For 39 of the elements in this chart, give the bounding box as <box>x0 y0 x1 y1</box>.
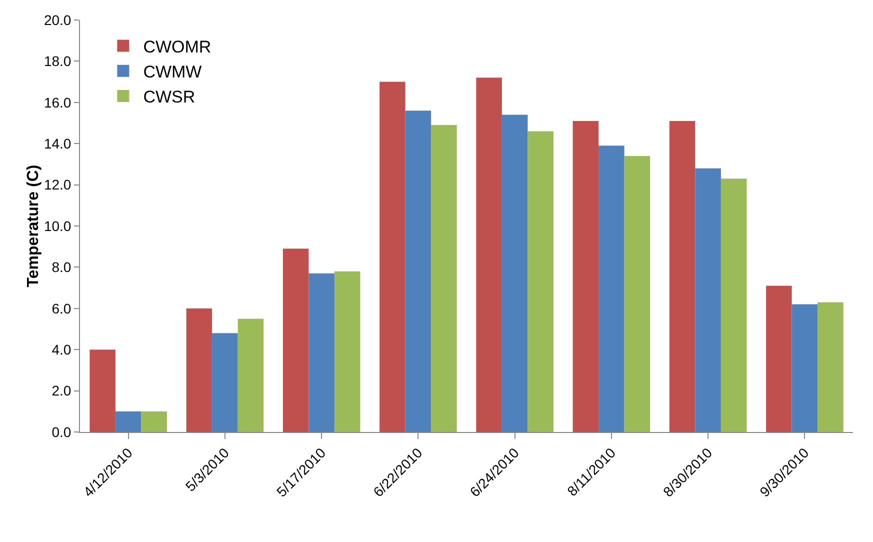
bar <box>380 82 406 432</box>
bar <box>282 248 309 432</box>
bar <box>572 120 599 432</box>
bar <box>141 411 167 432</box>
legend-label: CWMW <box>143 62 202 82</box>
bar <box>766 286 792 432</box>
y-tick-label: 12.0 <box>44 176 72 193</box>
bar <box>818 302 844 432</box>
legend-label: CWSR <box>143 88 196 107</box>
y-tick-label: 6.0 <box>52 300 72 316</box>
y-tick-label: 8.0 <box>52 259 72 276</box>
bar <box>695 168 721 432</box>
y-tick-label: 16.0 <box>44 94 72 110</box>
legend-label: CWOMR <box>143 37 212 56</box>
bar <box>115 411 142 432</box>
y-tick-label: 4.0 <box>52 342 72 358</box>
y-axis-title: Temperature (C) <box>24 164 42 288</box>
bar <box>502 114 528 432</box>
bar <box>669 120 696 432</box>
bar <box>792 304 818 432</box>
bar <box>720 178 747 432</box>
bar <box>528 131 554 432</box>
bar <box>238 318 264 432</box>
y-tick-label: 10.0 <box>44 218 72 234</box>
bar <box>212 333 238 432</box>
y-tick-label: 2.0 <box>52 382 72 399</box>
bar <box>334 271 360 432</box>
bar <box>90 350 116 432</box>
y-tick-label: 20.0 <box>44 12 72 28</box>
bar <box>186 308 212 432</box>
bar <box>476 78 502 432</box>
y-tick-label: 18.0 <box>44 53 72 70</box>
bar <box>308 273 334 432</box>
bar <box>431 125 457 432</box>
bar <box>624 156 650 432</box>
bar <box>405 110 432 432</box>
bar <box>598 146 624 432</box>
y-tick-label: 14.0 <box>44 136 72 152</box>
y-tick-label: 0.0 <box>52 424 72 440</box>
